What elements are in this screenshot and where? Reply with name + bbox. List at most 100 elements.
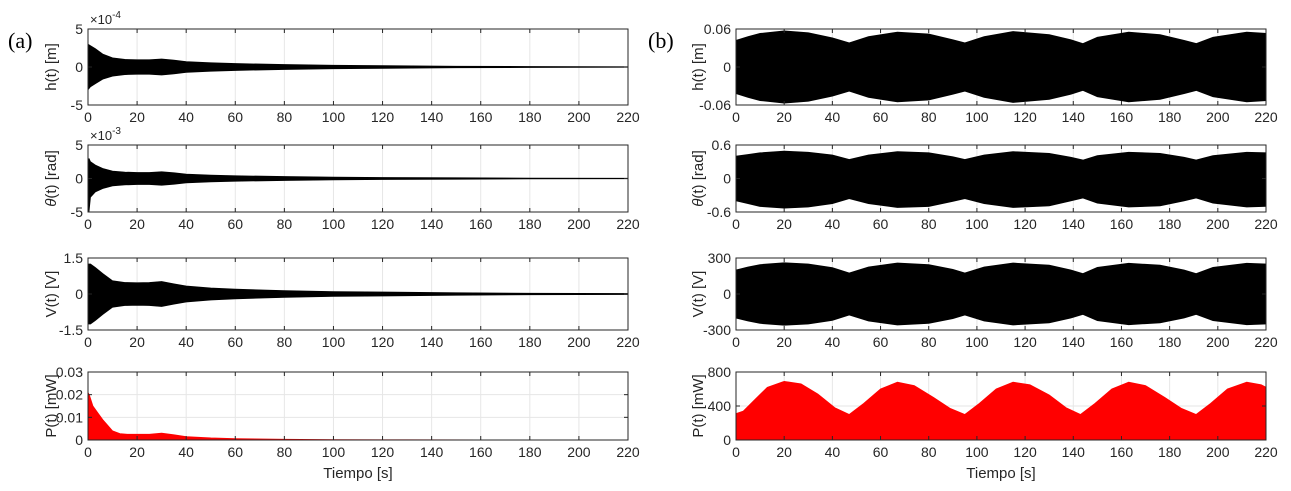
subplot-b-4: 0 20 40 60 80 100 120 140 160 180 200 220 800 400 0 P(t… <box>690 364 1278 482</box>
y-axis-label: h(t) [m] <box>690 43 707 91</box>
x-tick-label: 180 <box>1158 216 1182 232</box>
x-tick-label: 120 <box>1013 334 1037 350</box>
x-tick-label: 160 <box>1110 334 1134 350</box>
x-tick-label: 180 <box>518 444 542 460</box>
y-axis-label: V(t) [V] <box>690 271 707 318</box>
y-tick-label: 1.5 <box>64 250 84 266</box>
x-tick-label: 180 <box>518 109 542 125</box>
x-tick-label: 0 <box>732 109 740 125</box>
x-tick-label: 40 <box>825 334 841 350</box>
x-tick-label: 140 <box>420 444 444 460</box>
x-tick-label: 160 <box>469 334 493 350</box>
x-tick-label: 40 <box>825 109 841 125</box>
x-tick-label: 140 <box>1062 444 1086 460</box>
x-tick-label: 20 <box>776 109 792 125</box>
subplot-a-3: 0 20 40 60 80 100 120 140 160 180 200 2201.50-1.5V(… <box>43 250 640 350</box>
x-tick-label: 180 <box>1158 109 1182 125</box>
x-tick-label: 80 <box>921 216 937 232</box>
y-tick-label: -5 <box>71 204 84 220</box>
x-tick-label: 200 <box>567 334 591 350</box>
x-tick-label: 0 <box>84 216 92 232</box>
x-tick-label: 40 <box>178 109 194 125</box>
y-tick-label: 0 <box>75 286 83 302</box>
x-tick-label: 100 <box>965 334 989 350</box>
x-tick-label: 100 <box>322 444 346 460</box>
x-tick-label: 40 <box>825 216 841 232</box>
x-tick-label: 40 <box>825 444 841 460</box>
x-tick-label: 200 <box>1206 216 1230 232</box>
x-tick-label: 20 <box>129 109 145 125</box>
x-tick-label: 60 <box>227 216 243 232</box>
x-tick-label: 160 <box>469 109 493 125</box>
x-tick-label: 80 <box>277 216 293 232</box>
x-tick-label: 160 <box>469 216 493 232</box>
y-axis-label: V(t) [V] <box>43 271 60 318</box>
x-tick-label: 0 <box>732 444 740 460</box>
x-tick-label: 60 <box>873 334 889 350</box>
y-tick-label: 0.06 <box>704 21 731 37</box>
x-tick-label: 160 <box>469 444 493 460</box>
x-tick-label: 160 <box>1110 444 1134 460</box>
x-tick-label: 100 <box>965 109 989 125</box>
y-tick-label: 300 <box>708 250 732 266</box>
x-tick-label: 80 <box>921 334 937 350</box>
x-tick-label: 220 <box>616 109 640 125</box>
y-tick-label: 0.03 <box>56 364 83 380</box>
x-tick-label: 40 <box>178 216 194 232</box>
subplot-b-2: 0 20 40 60 80 100 120 140 160 180 200 2200.60-0.6θ(… <box>690 137 1278 232</box>
x-tick-label: 140 <box>1062 216 1086 232</box>
x-tick-label: 220 <box>1254 216 1278 232</box>
panel-label-a: (a) <box>8 28 32 53</box>
x-tick-label: 60 <box>873 109 889 125</box>
y-tick-label: 0 <box>723 432 731 448</box>
y-tick-label: 5 <box>75 21 83 37</box>
x-tick-label: 20 <box>776 444 792 460</box>
x-tick-label: 120 <box>371 444 395 460</box>
axes-box <box>87 371 629 441</box>
x-tick-label: 160 <box>1110 216 1134 232</box>
x-tick-label: 60 <box>227 444 243 460</box>
x-tick-label: 200 <box>1206 334 1230 350</box>
x-tick-label: 100 <box>965 216 989 232</box>
y-tick-label: 5 <box>75 137 83 153</box>
x-tick-label: 220 <box>1254 444 1278 460</box>
x-tick-label: 20 <box>776 334 792 350</box>
y-axis-label: h(t) [m] <box>43 43 60 91</box>
y-tick-label: -5 <box>71 97 84 113</box>
x-tick-label: 0 <box>84 444 92 460</box>
x-tick-label: 40 <box>178 444 194 460</box>
x-tick-label: 80 <box>277 334 293 350</box>
x-tick-label: 60 <box>227 334 243 350</box>
x-tick-label: 100 <box>322 216 346 232</box>
panel-label-b: (b) <box>648 28 674 53</box>
x-tick-label: 180 <box>518 216 542 232</box>
x-tick-label: 140 <box>1062 334 1086 350</box>
x-tick-label: 0 <box>84 109 92 125</box>
y-tick-label: -0.06 <box>699 97 731 113</box>
exponent-label: ×10-4 <box>90 10 121 27</box>
x-tick-label: 200 <box>1206 109 1230 125</box>
x-tick-label: 200 <box>567 444 591 460</box>
x-tick-label: 60 <box>873 216 889 232</box>
subplot-a-4: 0 20 40 60 80 100 120 140 160 180 200 220 0.03 0.02 0.… <box>43 364 640 482</box>
x-tick-label: 60 <box>227 109 243 125</box>
x-tick-label: 40 <box>178 334 194 350</box>
y-tick-label: 0.02 <box>56 387 83 403</box>
x-tick-label: 80 <box>277 444 293 460</box>
x-tick-label: 120 <box>1013 109 1037 125</box>
y-tick-label: 0 <box>723 59 731 75</box>
x-tick-label: 140 <box>420 216 444 232</box>
x-tick-label: 200 <box>567 109 591 125</box>
y-tick-label: 800 <box>708 364 732 380</box>
x-tick-label: 220 <box>1254 109 1278 125</box>
y-tick-label: 0.01 <box>56 409 83 425</box>
x-tick-label: 200 <box>567 216 591 232</box>
x-tick-label: 120 <box>371 334 395 350</box>
x-tick-label: 20 <box>129 334 145 350</box>
subplot-b-3: 0 20 40 60 80 100 120 140 160 180 200 2203000-300V(… <box>690 250 1278 350</box>
x-tick-label: 220 <box>1254 334 1278 350</box>
x-tick-label: 0 <box>732 334 740 350</box>
